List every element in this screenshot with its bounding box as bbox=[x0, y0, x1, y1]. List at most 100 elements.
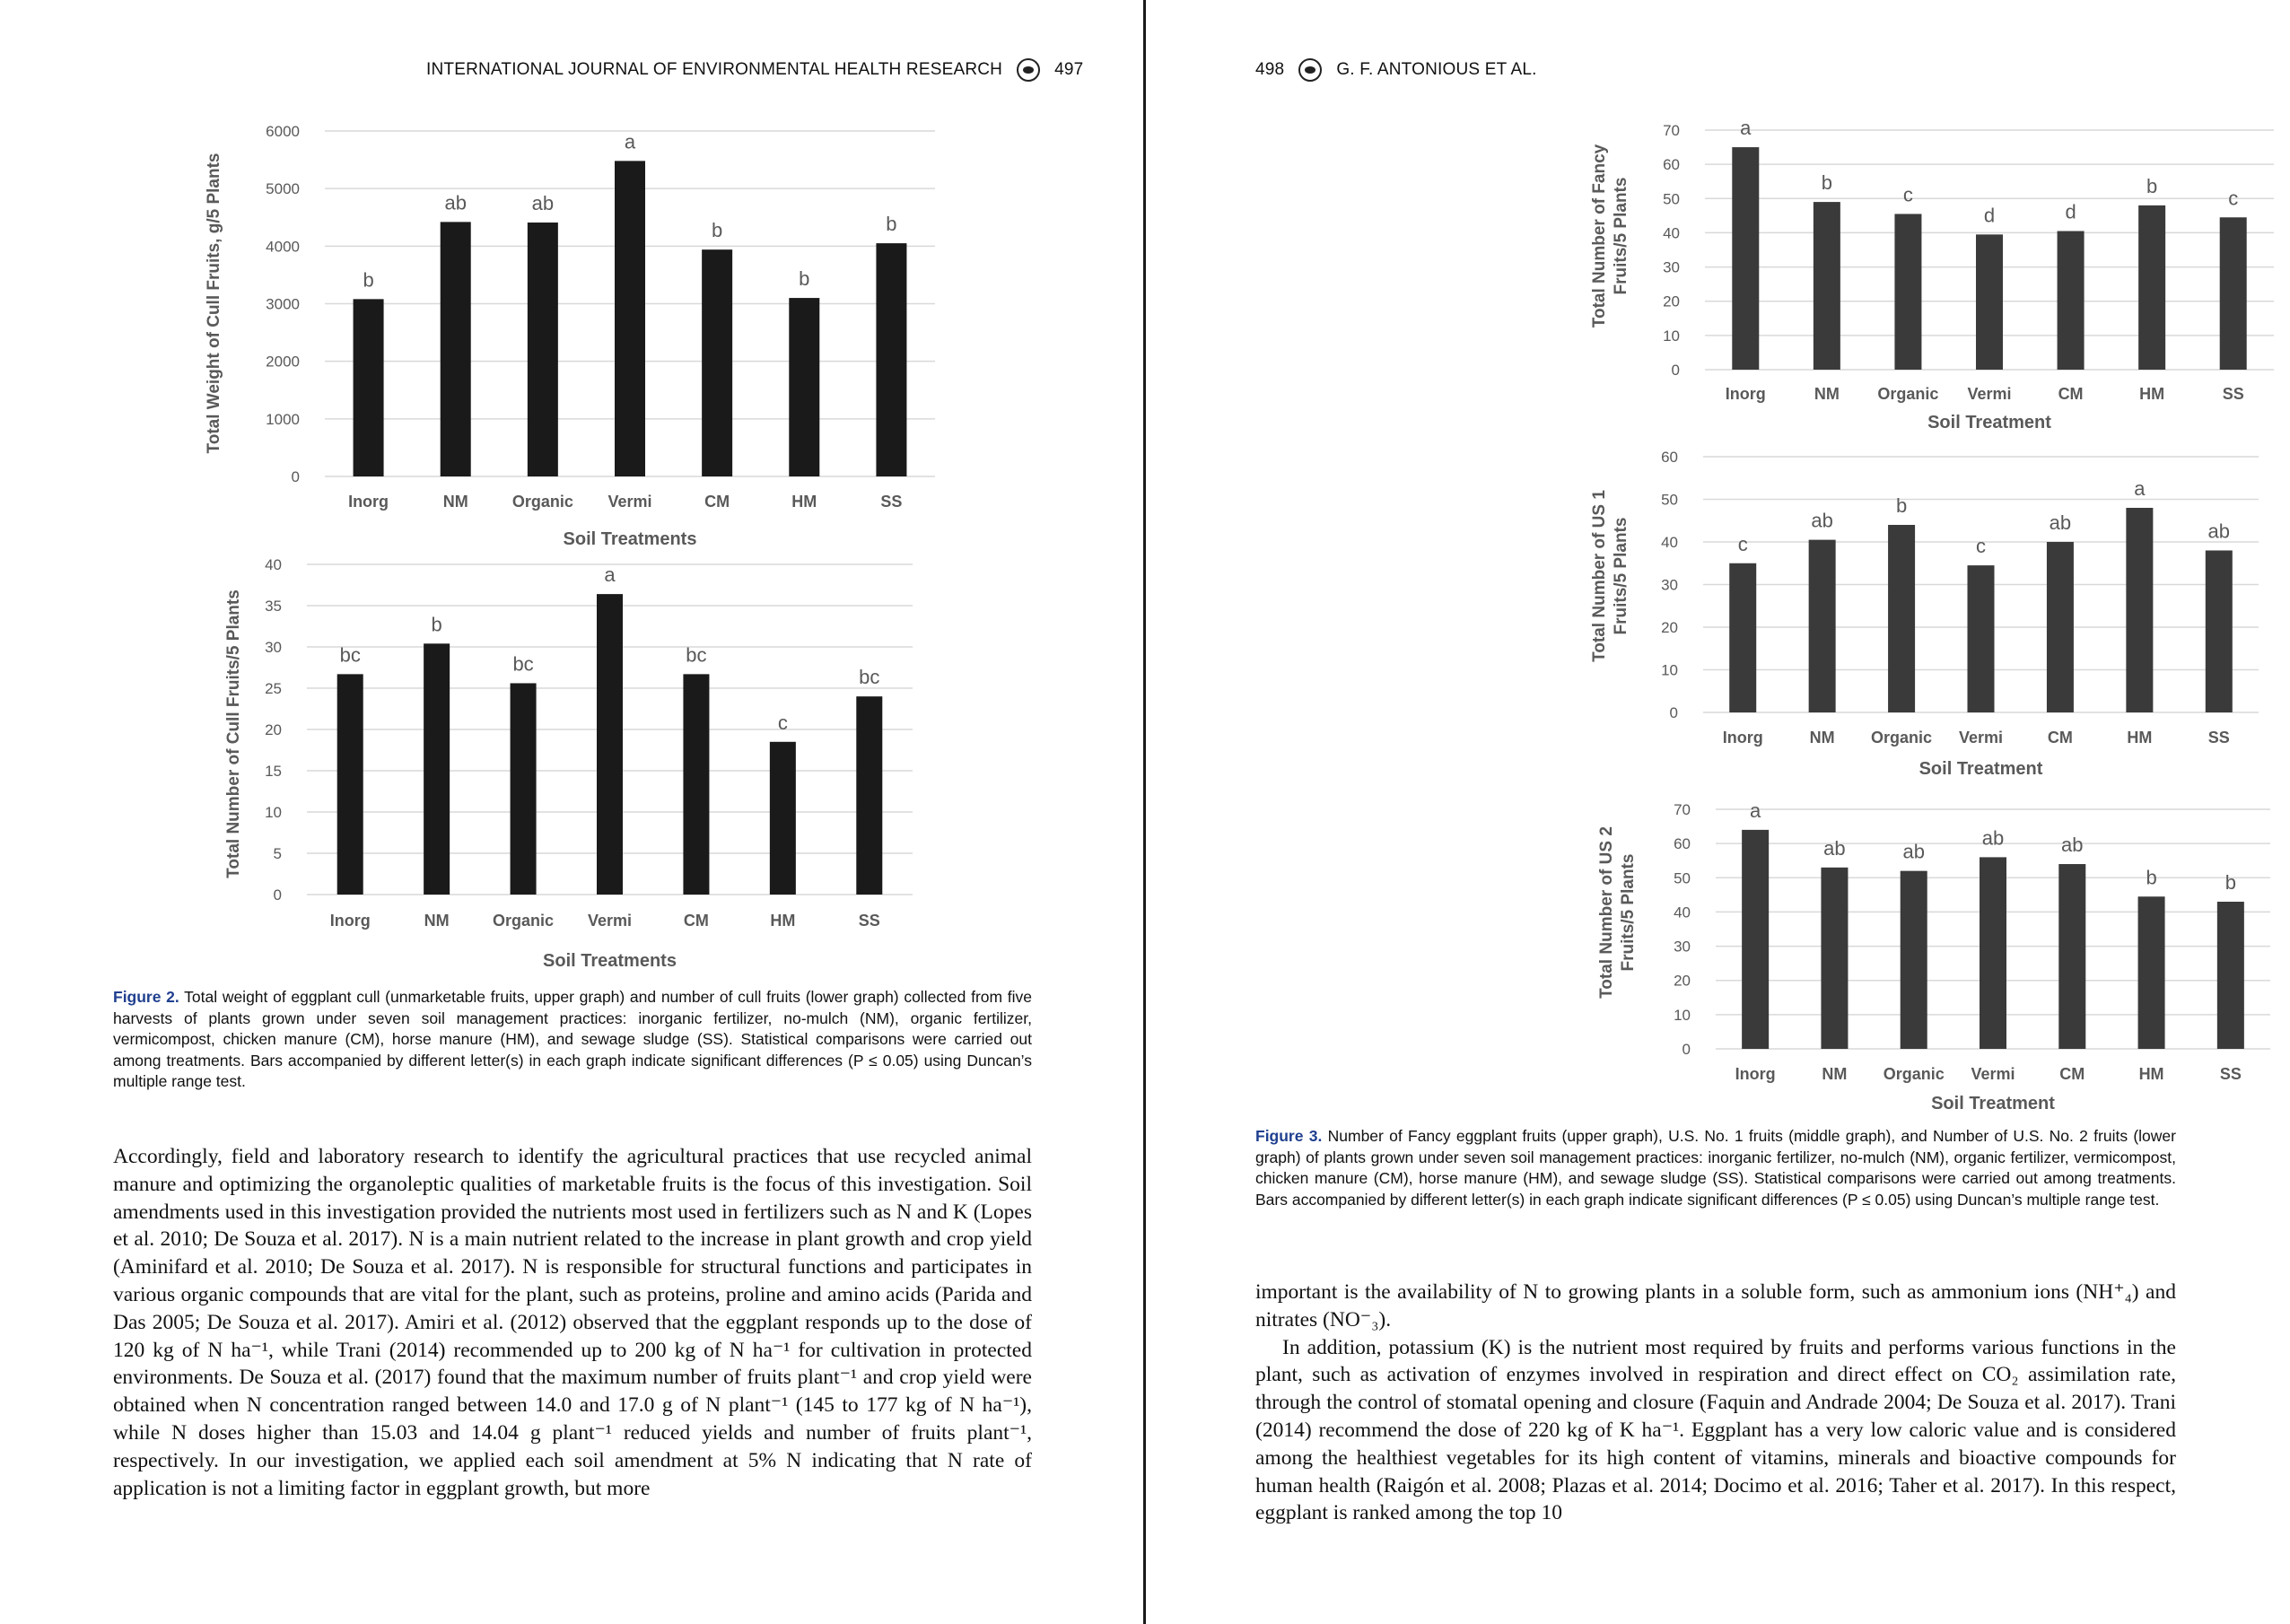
y-axis-title: Total Number of Cull Fruits/5 Plants bbox=[224, 589, 243, 878]
bar-nm bbox=[1813, 202, 1840, 370]
page-number: 497 bbox=[1054, 60, 1084, 79]
y-axis-title: Total Weight of Cull Fruits, g/5 Plants bbox=[205, 153, 223, 454]
y-tick-label: 20 bbox=[1661, 619, 1678, 636]
y-tick-label: 60 bbox=[1663, 156, 1680, 173]
y-tick-label: 30 bbox=[1674, 939, 1691, 956]
significance-letter: b bbox=[2146, 175, 2157, 197]
y-tick-label: 10 bbox=[265, 804, 282, 821]
significance-letter: b bbox=[886, 213, 896, 235]
significance-letter: ab bbox=[1982, 826, 2004, 849]
left-running-head: INTERNATIONAL JOURNAL OF ENVIRONMENTAL H… bbox=[426, 57, 1083, 83]
x-category-label: Vermi bbox=[1967, 385, 2011, 403]
figure-2-caption-text: Total weight of eggplant cull (unmarketa… bbox=[113, 988, 1033, 1090]
y-tick-label: 0 bbox=[292, 468, 300, 485]
significance-letter: ab bbox=[1823, 837, 1845, 860]
significance-letter: b bbox=[432, 613, 442, 635]
bar-organic bbox=[510, 683, 537, 895]
significance-letter: ab bbox=[1811, 510, 1832, 532]
y-tick-label: 30 bbox=[1663, 259, 1680, 276]
bar-vermi bbox=[1967, 565, 1995, 712]
bar-cm bbox=[702, 249, 733, 476]
significance-letter: ab bbox=[444, 191, 466, 214]
figure-2-caption: Figure 2. Total weight of eggplant cull … bbox=[113, 987, 1032, 1093]
x-category-label: CM bbox=[2058, 385, 2084, 403]
body-paragraph: In addition, potassium (K) is the nutrie… bbox=[1255, 1335, 2176, 1525]
significance-letter: bc bbox=[859, 666, 879, 688]
bar-nm bbox=[440, 222, 471, 476]
x-category-label: HM bbox=[2139, 1065, 2164, 1083]
significance-letter: ab bbox=[2050, 511, 2071, 534]
x-category-label: CM bbox=[2059, 1065, 2085, 1083]
bar-vermi bbox=[615, 161, 645, 476]
y-tick-label: 10 bbox=[1661, 662, 1678, 679]
x-category-label: Inorg bbox=[348, 493, 389, 511]
bar-cm bbox=[2058, 864, 2086, 1049]
significance-letter: b bbox=[363, 268, 373, 291]
y-tick-label: 6000 bbox=[266, 123, 300, 140]
page-divider bbox=[1143, 0, 1146, 1624]
y-tick-label: 40 bbox=[265, 556, 282, 573]
y-tick-label: 20 bbox=[265, 721, 282, 738]
x-category-label: NM bbox=[1822, 1065, 1847, 1083]
y-tick-label: 4000 bbox=[266, 238, 300, 255]
significance-letter: ab bbox=[2061, 834, 2083, 856]
x-category-label: CM bbox=[2048, 729, 2073, 747]
x-category-label: Inorg bbox=[1726, 385, 1766, 403]
significance-letter: b bbox=[1896, 494, 1907, 517]
y-axis-title: Total Number of US 1 bbox=[1590, 490, 1609, 662]
y-tick-label: 30 bbox=[1661, 577, 1678, 594]
body-paragraph: Accordingly, field and laboratory resear… bbox=[113, 1145, 1032, 1500]
y-tick-label: 10 bbox=[1674, 1007, 1691, 1024]
significance-letter: a bbox=[625, 130, 636, 153]
significance-letter: ab bbox=[2208, 520, 2230, 543]
figure-3-caption-text: Number of Fancy eggplant fruits (upper g… bbox=[1255, 1127, 2176, 1209]
chart-us1-fruits: 0 10 20 30 40 50 60 c Inorg ab NM b Organic c Vermi ab C… bbox=[1590, 449, 2259, 779]
y-tick-label: 25 bbox=[265, 680, 282, 697]
bar-hm bbox=[2137, 896, 2165, 1049]
y-tick-label: 20 bbox=[1663, 293, 1680, 310]
figure-2-label: Figure 2. bbox=[113, 988, 179, 1006]
significance-letter: d bbox=[2065, 201, 2076, 223]
x-axis-title: Soil Treatment bbox=[1931, 1094, 2055, 1113]
x-category-label: SS bbox=[880, 493, 902, 511]
running-head-authors: G. F. ANTONIOUS ET AL. bbox=[1336, 60, 1537, 79]
significance-letter: b bbox=[2225, 871, 2236, 894]
significance-letter: a bbox=[604, 563, 616, 586]
chart-us2-fruits: 0 10 20 30 40 50 60 70 a Inorg ab NM ab Organic ab Verm… bbox=[1597, 799, 2270, 1113]
y-axis-title: Fruits/5 Plants bbox=[1612, 178, 1630, 295]
chart-cull-number: 0 5 10 15 20 25 30 35 40 bc Inorg b NM bc Organic a Verm… bbox=[224, 556, 913, 971]
y-tick-label: 15 bbox=[265, 763, 282, 780]
x-category-label: SS bbox=[859, 912, 880, 930]
y-tick-label: 70 bbox=[1674, 801, 1691, 818]
chart-cull-weight: 0100020003000400050006000bInorgabNMabOrg… bbox=[205, 123, 935, 549]
bar-organic bbox=[527, 223, 558, 476]
bar-hm bbox=[2126, 508, 2154, 712]
y-tick-label: 0 bbox=[1670, 704, 1678, 721]
left-body-text: Accordingly, field and laboratory resear… bbox=[113, 1143, 1032, 1502]
significance-letter: b bbox=[2146, 866, 2156, 888]
significance-letter: bc bbox=[340, 643, 361, 666]
chart-fancy-fruits: 0 10 20 30 40 50 60 70 a Inorg b NM c Organic d Vermi d C… bbox=[1590, 117, 2274, 432]
significance-letter: bc bbox=[686, 643, 706, 666]
y-tick-label: 10 bbox=[1663, 327, 1680, 345]
x-category-label: NM bbox=[1810, 729, 1835, 747]
y-tick-label: 60 bbox=[1674, 835, 1691, 852]
x-category-label: HM bbox=[2127, 729, 2152, 747]
significance-letter: b bbox=[799, 267, 809, 290]
y-tick-label: 5 bbox=[274, 845, 282, 862]
x-category-label: Organic bbox=[512, 493, 573, 511]
right-running-head: 498 G. F. ANTONIOUS ET AL. bbox=[1255, 57, 1537, 83]
x-axis-title: Soil Treatments bbox=[543, 951, 677, 971]
x-category-label: HM bbox=[791, 493, 817, 511]
significance-letter: ab bbox=[532, 192, 554, 214]
y-tick-label: 5000 bbox=[266, 180, 300, 197]
bar-inorg bbox=[1742, 829, 1770, 1049]
bar-vermi bbox=[1980, 857, 2006, 1049]
significance-letter: c bbox=[1738, 533, 1748, 555]
right-body-text: important is the availability of N to gr… bbox=[1255, 1279, 2176, 1527]
bar-ss bbox=[876, 243, 907, 476]
x-category-label: Inorg bbox=[1735, 1065, 1776, 1083]
x-category-label: HM bbox=[770, 912, 795, 930]
bar-nm bbox=[424, 643, 450, 895]
x-category-label: HM bbox=[2139, 385, 2164, 403]
